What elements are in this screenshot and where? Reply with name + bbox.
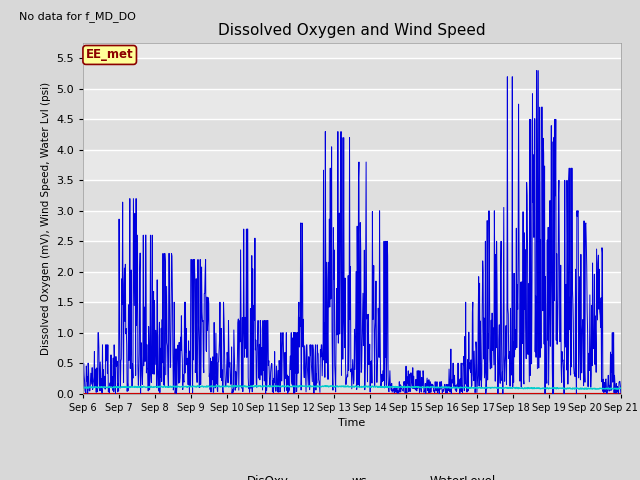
X-axis label: Time: Time [339, 418, 365, 428]
WaterLevel [260, 383, 268, 389]
Bar [83, 302, 621, 333]
DisOxy [170, 391, 178, 396]
WaterLevel [617, 385, 625, 391]
ws [482, 391, 490, 396]
DisOxy [260, 391, 268, 396]
Y-axis label: Dissolved Oxygen (mV), Wind Speed, Water Lvl (psi): Dissolved Oxygen (mV), Wind Speed, Water… [41, 82, 51, 355]
ws [532, 68, 540, 73]
Line: WaterLevel: WaterLevel [83, 386, 621, 389]
Bar [83, 59, 621, 89]
WaterLevel [79, 385, 87, 391]
WaterLevel [279, 383, 287, 389]
WaterLevel [609, 386, 617, 392]
DisOxy [617, 391, 625, 396]
WaterLevel [313, 384, 321, 390]
WaterLevel [362, 384, 370, 389]
Title: Dissolved Oxygen and Wind Speed: Dissolved Oxygen and Wind Speed [218, 23, 486, 38]
ws [617, 390, 625, 396]
ws [260, 378, 268, 384]
DisOxy [362, 391, 369, 396]
ws [362, 261, 369, 266]
Bar [83, 180, 621, 211]
Line: ws: ws [83, 71, 621, 394]
Bar [83, 120, 621, 150]
WaterLevel [150, 384, 158, 390]
ws [312, 371, 320, 377]
ws [150, 298, 158, 303]
Text: EE_met: EE_met [86, 48, 134, 61]
DisOxy [79, 391, 87, 396]
ws [170, 384, 178, 389]
DisOxy [373, 391, 381, 396]
Text: No data for f_MD_DO: No data for f_MD_DO [19, 11, 136, 22]
Bar [83, 363, 621, 394]
DisOxy [312, 391, 320, 396]
Legend: DisOxy, ws, WaterLevel: DisOxy, ws, WaterLevel [204, 470, 500, 480]
ws [373, 380, 381, 385]
WaterLevel [170, 383, 178, 389]
Bar [83, 241, 621, 272]
DisOxy [150, 391, 158, 396]
WaterLevel [374, 384, 381, 390]
ws [79, 384, 87, 390]
